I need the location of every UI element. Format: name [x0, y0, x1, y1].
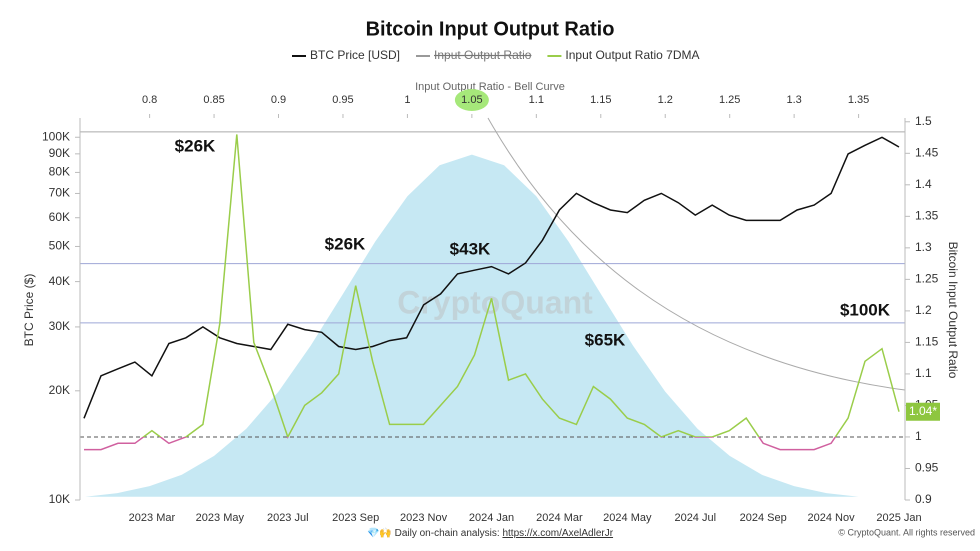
- y2-tick-label: 1.4: [915, 177, 932, 191]
- x-tick-label: 2024 Nov: [808, 512, 856, 524]
- top-tick-label: 1.1: [529, 94, 544, 106]
- ratio-line-below: [84, 436, 837, 451]
- y2-tick-label: 1.1: [915, 366, 932, 380]
- chart-title: Bitcoin Input Output Ratio: [366, 18, 615, 40]
- x-tick-label: 2023 Jul: [267, 512, 309, 524]
- x-tick-label: 2023 Mar: [129, 512, 176, 524]
- tick-highlight: [454, 89, 489, 111]
- x-tick-label: 2024 Jul: [674, 512, 716, 524]
- x-tick-label: 2024 Jan: [469, 512, 514, 524]
- y-tick-label: 30K: [49, 319, 70, 333]
- top-tick-label: 1.35: [848, 94, 869, 106]
- y2-tick-label: 0.95: [915, 461, 939, 475]
- y2-tick-label: 1.45: [915, 145, 939, 159]
- y2-tick-label: 1.3: [915, 240, 932, 254]
- top-tick-label: 1.2: [658, 94, 673, 106]
- annotation: $26K: [175, 136, 216, 155]
- y2-tick-label: 1.5: [915, 114, 932, 128]
- y-axis-title: BTC Price ($): [22, 274, 36, 347]
- y-tick-label: 50K: [49, 239, 70, 253]
- ratio-line: [142, 134, 900, 437]
- y-tick-label: 90K: [49, 146, 70, 160]
- copyright: © CryptoQuant. All rights reserved: [838, 527, 975, 537]
- x-tick-label: 2024 Mar: [536, 512, 583, 524]
- plot-layer: CryptoQuant10K20K30K40K50K60K70K80K90K10…: [42, 48, 940, 524]
- x-tick-label: 2023 Sep: [332, 512, 379, 524]
- x-tick-label: 2024 Sep: [740, 512, 787, 524]
- footer: 💎🙌 Daily on-chain analysis: https://x.co…: [367, 527, 614, 539]
- y2-tick-label: 1: [915, 429, 922, 443]
- y2-tick-label: 0.9: [915, 492, 932, 506]
- y-tick-label: 100K: [42, 129, 70, 143]
- y2-tick-label: 1.35: [915, 209, 939, 223]
- x-tick-label: 2023 Nov: [400, 512, 448, 524]
- top-tick-label: 0.95: [332, 94, 353, 106]
- legend-label[interactable]: Input Output Ratio: [434, 48, 532, 62]
- footer-prefix: 💎🙌 Daily on-chain analysis:: [367, 527, 503, 539]
- annotation: $100K: [840, 300, 891, 319]
- bell-curve: [85, 154, 859, 497]
- top-tick-label: 1.3: [786, 94, 801, 106]
- annotation: $65K: [585, 330, 626, 349]
- y-tick-label: 60K: [49, 210, 70, 224]
- y2-tick-label: 1.15: [915, 335, 939, 349]
- fit-curve: [487, 117, 906, 391]
- x-tick-label: 2024 May: [603, 512, 652, 524]
- top-tick-label: 1.05: [461, 94, 482, 106]
- annotation: $26K: [325, 234, 366, 253]
- y2-tick-label: 1.2: [915, 303, 932, 317]
- annotation: $43K: [450, 239, 491, 258]
- y-tick-label: 10K: [49, 492, 70, 506]
- top-tick-label: 1.25: [719, 94, 740, 106]
- y-tick-label: 80K: [49, 165, 70, 179]
- y-tick-label: 40K: [49, 274, 70, 288]
- top-tick-label: 0.9: [271, 94, 286, 106]
- footer-link[interactable]: https://x.com/AxelAdlerJr: [502, 528, 613, 539]
- y2-tick-label: 1.25: [915, 272, 939, 286]
- x-tick-label: 2023 May: [196, 512, 245, 524]
- top-tick-label: 0.8: [142, 94, 157, 106]
- legend-label[interactable]: Input Output Ratio 7DMA: [565, 48, 699, 62]
- y-tick-label: 20K: [49, 383, 70, 397]
- value-badge-label: 1.04*: [909, 404, 937, 418]
- price-line: [83, 136, 900, 419]
- value-badge: [906, 402, 940, 421]
- legend-label[interactable]: BTC Price [USD]: [310, 48, 400, 62]
- top-tick-label: 0.85: [203, 94, 224, 106]
- y-tick-label: 70K: [49, 186, 70, 200]
- top-tick-label: 1.15: [590, 94, 611, 106]
- x-tick-label: 2025 Jan: [876, 512, 921, 524]
- y2-axis-title: Bitcoin Input Output Ratio: [946, 242, 960, 379]
- top-axis-title: Input Output Ratio - Bell Curve: [415, 81, 565, 93]
- top-tick-label: 1: [404, 94, 410, 106]
